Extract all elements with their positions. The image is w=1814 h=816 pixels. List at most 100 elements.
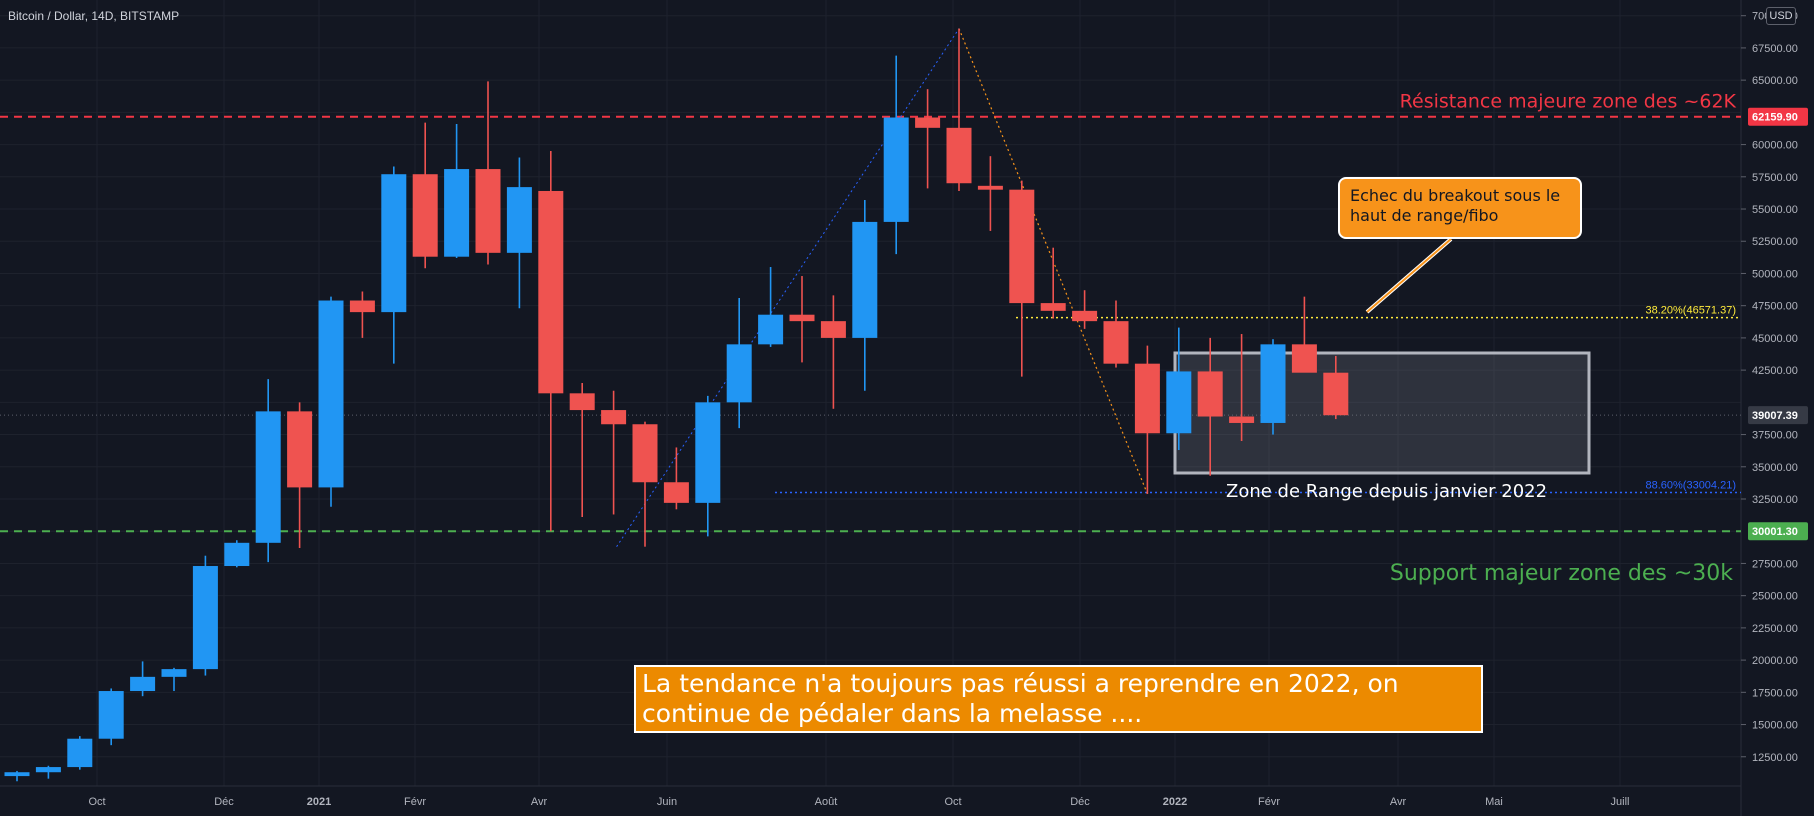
candle[interactable] [632, 421, 658, 547]
candle-body[interactable] [1229, 416, 1255, 423]
candle-body[interactable] [1072, 310, 1098, 322]
candle[interactable] [538, 151, 564, 532]
candle[interactable] [977, 156, 1003, 231]
candle[interactable] [1040, 247, 1066, 319]
candle-body[interactable] [663, 482, 689, 503]
candle[interactable] [1134, 345, 1160, 494]
candle-body[interactable] [412, 174, 438, 257]
candle-body[interactable] [349, 300, 375, 313]
candle-body[interactable] [1040, 303, 1066, 311]
price-tick-label: 57500.00 [1752, 172, 1798, 184]
candle[interactable] [820, 295, 846, 409]
candle-body[interactable] [287, 411, 313, 488]
price-tick-label: 27500.00 [1752, 558, 1798, 570]
candle-body[interactable] [192, 566, 218, 670]
candle-body[interactable] [255, 411, 281, 543]
candle[interactable] [35, 765, 61, 779]
currency-badge[interactable]: USD [1766, 7, 1796, 25]
candle[interactable] [318, 296, 344, 507]
candle[interactable] [67, 736, 93, 770]
candle-body[interactable] [695, 402, 721, 503]
candle[interactable] [1072, 290, 1098, 329]
candle[interactable] [663, 447, 689, 510]
candle-body[interactable] [98, 691, 124, 739]
candle[interactable] [161, 667, 187, 692]
candle-body[interactable] [1323, 372, 1349, 416]
grid-lines [0, 0, 1741, 786]
candle[interactable] [255, 379, 281, 563]
candle-body[interactable] [1134, 363, 1160, 434]
candle[interactable] [444, 123, 470, 258]
candle[interactable] [1260, 339, 1286, 435]
candle[interactable] [758, 267, 784, 347]
candle[interactable] [1323, 355, 1349, 420]
candle-body[interactable] [161, 669, 187, 677]
candle[interactable] [1166, 327, 1192, 451]
candle-body[interactable] [35, 767, 61, 773]
price-tick-label: 25000.00 [1752, 591, 1798, 603]
candle-body[interactable] [506, 187, 532, 253]
candle[interactable] [475, 81, 501, 265]
candle-body[interactable] [67, 738, 93, 768]
candle[interactable] [852, 199, 878, 391]
candle-body[interactable] [318, 300, 344, 488]
candle[interactable] [695, 395, 721, 537]
candle-body[interactable] [444, 169, 470, 257]
candle[interactable] [4, 770, 30, 782]
candle[interactable] [287, 402, 313, 548]
candle-body[interactable] [569, 393, 595, 411]
candle[interactable] [98, 688, 124, 746]
price-tick-label: 17500.00 [1752, 687, 1798, 699]
breakout-callout: Echec du breakout sous le haut de range/… [1338, 177, 1582, 239]
candle-body[interactable] [601, 410, 627, 425]
candle-body[interactable] [130, 676, 156, 692]
candle-body[interactable] [632, 424, 658, 483]
candle-body[interactable] [1197, 371, 1223, 417]
candle[interactable] [1103, 300, 1129, 368]
candle-body[interactable] [1009, 189, 1035, 304]
annotation-texts: Résistance majeure zone des ~62K Support … [1226, 91, 1737, 586]
candle[interactable] [130, 661, 156, 697]
fib-trend-line-up [616, 28, 960, 547]
candle-body[interactable] [883, 117, 909, 222]
candle-body[interactable] [224, 542, 250, 567]
price-axis: 12500.00 15000.00 17500.00 20000.00 22500.00… [1741, 0, 1814, 786]
candle[interactable] [1291, 296, 1317, 373]
candle[interactable] [789, 276, 815, 363]
candle-body[interactable] [538, 190, 564, 394]
candle[interactable] [381, 166, 407, 364]
candle[interactable] [946, 28, 972, 191]
candle-body[interactable] [726, 344, 752, 403]
candle[interactable] [883, 55, 909, 255]
candle[interactable] [349, 291, 375, 338]
time-tick-label: Juill [1611, 796, 1630, 808]
candle-body[interactable] [758, 314, 784, 345]
candle[interactable] [1229, 334, 1255, 442]
candle-body[interactable] [915, 117, 941, 128]
time-tick-label: Déc [1070, 796, 1090, 808]
candle-body[interactable] [820, 321, 846, 338]
candle[interactable] [224, 540, 250, 568]
price-tick-label: 65000.00 [1752, 75, 1798, 87]
candle-body[interactable] [946, 127, 972, 184]
candle[interactable] [915, 89, 941, 189]
candle[interactable] [1197, 337, 1223, 476]
candle-body[interactable] [4, 772, 30, 777]
candle-body[interactable] [977, 185, 1003, 190]
candle[interactable] [601, 390, 627, 515]
candle[interactable] [569, 383, 595, 518]
candle-body[interactable] [475, 169, 501, 253]
candle-body[interactable] [1103, 321, 1129, 364]
candle[interactable] [192, 555, 218, 676]
candle[interactable] [726, 297, 752, 429]
candle[interactable] [412, 122, 438, 269]
candle-body[interactable] [1260, 344, 1286, 423]
candle-body[interactable] [1166, 371, 1192, 434]
candle[interactable] [506, 157, 532, 309]
candle-body[interactable] [789, 314, 815, 322]
price-label-text: 62159.90 [1752, 112, 1798, 124]
candle-body[interactable] [1291, 344, 1317, 373]
candle[interactable] [1009, 180, 1035, 377]
candle-body[interactable] [381, 174, 407, 313]
candle-body[interactable] [852, 221, 878, 338]
